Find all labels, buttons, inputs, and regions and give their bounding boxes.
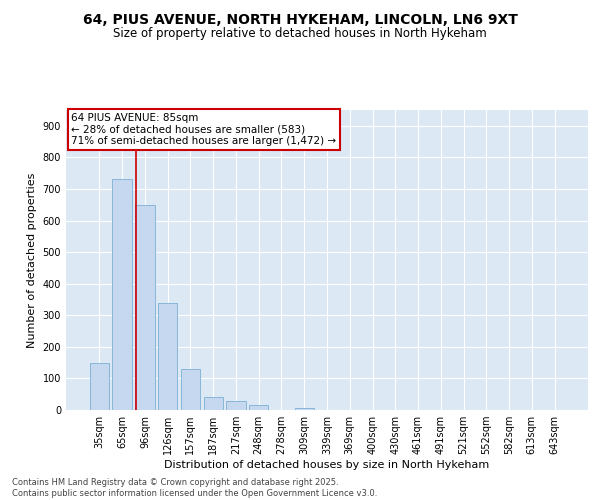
Text: 64, PIUS AVENUE, NORTH HYKEHAM, LINCOLN, LN6 9XT: 64, PIUS AVENUE, NORTH HYKEHAM, LINCOLN,…: [83, 12, 517, 26]
Bar: [112, 180, 132, 410]
Text: 64 PIUS AVENUE: 85sqm
← 28% of detached houses are smaller (583)
71% of semi-det: 64 PIUS AVENUE: 85sqm ← 28% of detached …: [71, 113, 337, 146]
Bar: [226, 400, 245, 410]
Bar: [295, 408, 314, 410]
Bar: [249, 406, 268, 410]
Bar: [135, 204, 155, 410]
Bar: [181, 369, 200, 410]
Bar: [203, 396, 223, 410]
Bar: [90, 362, 109, 410]
Text: Size of property relative to detached houses in North Hykeham: Size of property relative to detached ho…: [113, 28, 487, 40]
X-axis label: Distribution of detached houses by size in North Hykeham: Distribution of detached houses by size …: [164, 460, 490, 470]
Y-axis label: Number of detached properties: Number of detached properties: [27, 172, 37, 348]
Bar: [158, 302, 178, 410]
Text: Contains HM Land Registry data © Crown copyright and database right 2025.
Contai: Contains HM Land Registry data © Crown c…: [12, 478, 377, 498]
